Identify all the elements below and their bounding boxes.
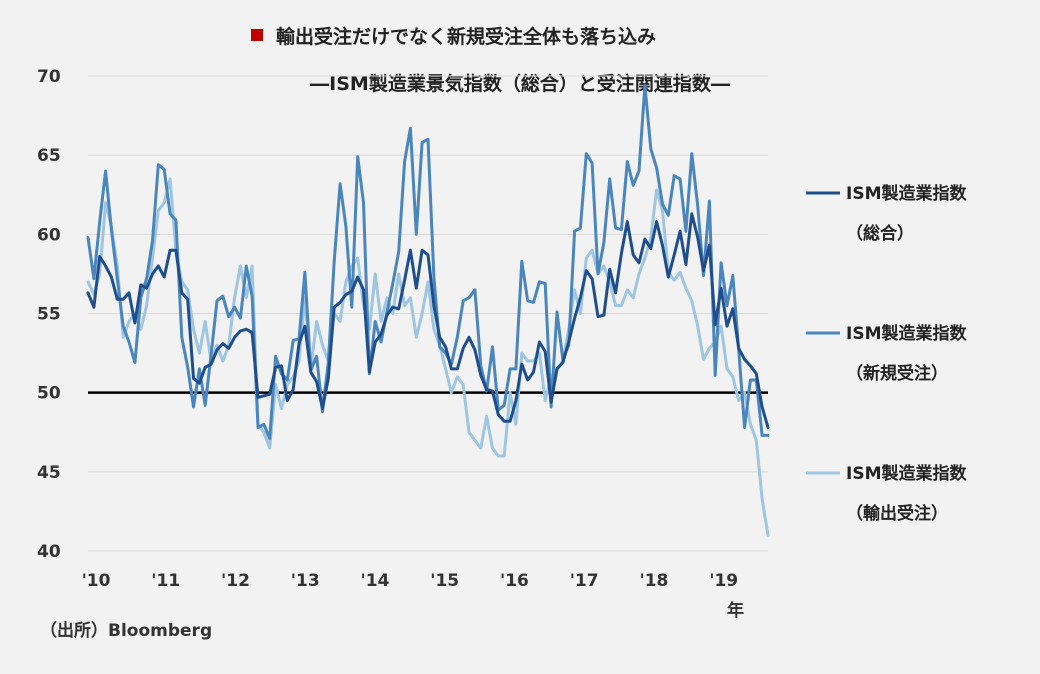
y-axis-ticks: 40 45 50 55 60 65 70 <box>37 67 61 562</box>
x-tick-label: '18 <box>640 571 669 591</box>
x-axis-ticks: '10 '11 '12 '13 '14 '15 '16 '17 '18 '19 <box>82 571 739 591</box>
legend: ISM製造業指数 （総合） ISM製造業指数 （新規受注） ISM製造業指数 （輸出受注） <box>806 183 967 524</box>
y-tick-label: 65 <box>37 146 61 166</box>
x-axis-unit-label: 年 <box>727 600 744 621</box>
x-tick-label: '15 <box>430 571 459 591</box>
y-tick-label: 50 <box>37 384 61 404</box>
x-tick-label: '13 <box>291 571 320 591</box>
x-tick-label: '19 <box>709 571 738 591</box>
chart-title: 輸出受注だけでなく新規受注全体も落ち込み ―ISM製造業景気指数（総合）と受注関… <box>251 25 730 95</box>
x-tick-label: '16 <box>500 571 529 591</box>
series-line <box>86 177 770 537</box>
x-tick-label: '10 <box>82 571 111 591</box>
series-line <box>86 212 770 429</box>
y-tick-label: 70 <box>37 67 61 87</box>
subtitle-text: ―ISM製造業景気指数（総合）と受注関連指数― <box>310 72 730 95</box>
y-tick-label: 45 <box>37 463 61 483</box>
series-lines <box>86 84 770 537</box>
title-text: 輸出受注だけでなく新規受注全体も落ち込み <box>276 25 656 48</box>
y-tick-label: 60 <box>37 225 61 245</box>
x-tick-label: '11 <box>151 571 180 591</box>
legend-label: （新規受注） <box>846 363 948 384</box>
legend-label: ISM製造業指数 <box>846 463 967 484</box>
y-tick-label: 55 <box>37 305 61 325</box>
legend-label: ISM製造業指数 <box>846 323 967 344</box>
x-tick-label: '12 <box>221 571 250 591</box>
title-marker <box>251 29 263 41</box>
y-tick-label: 40 <box>37 542 61 562</box>
x-tick-label: '17 <box>570 571 599 591</box>
x-tick-label: '14 <box>361 571 390 591</box>
legend-label: （総合） <box>846 223 914 244</box>
legend-label: ISM製造業指数 <box>846 183 967 204</box>
source-note: （出所）Bloomberg <box>40 620 212 641</box>
legend-label: （輸出受注） <box>846 503 948 524</box>
